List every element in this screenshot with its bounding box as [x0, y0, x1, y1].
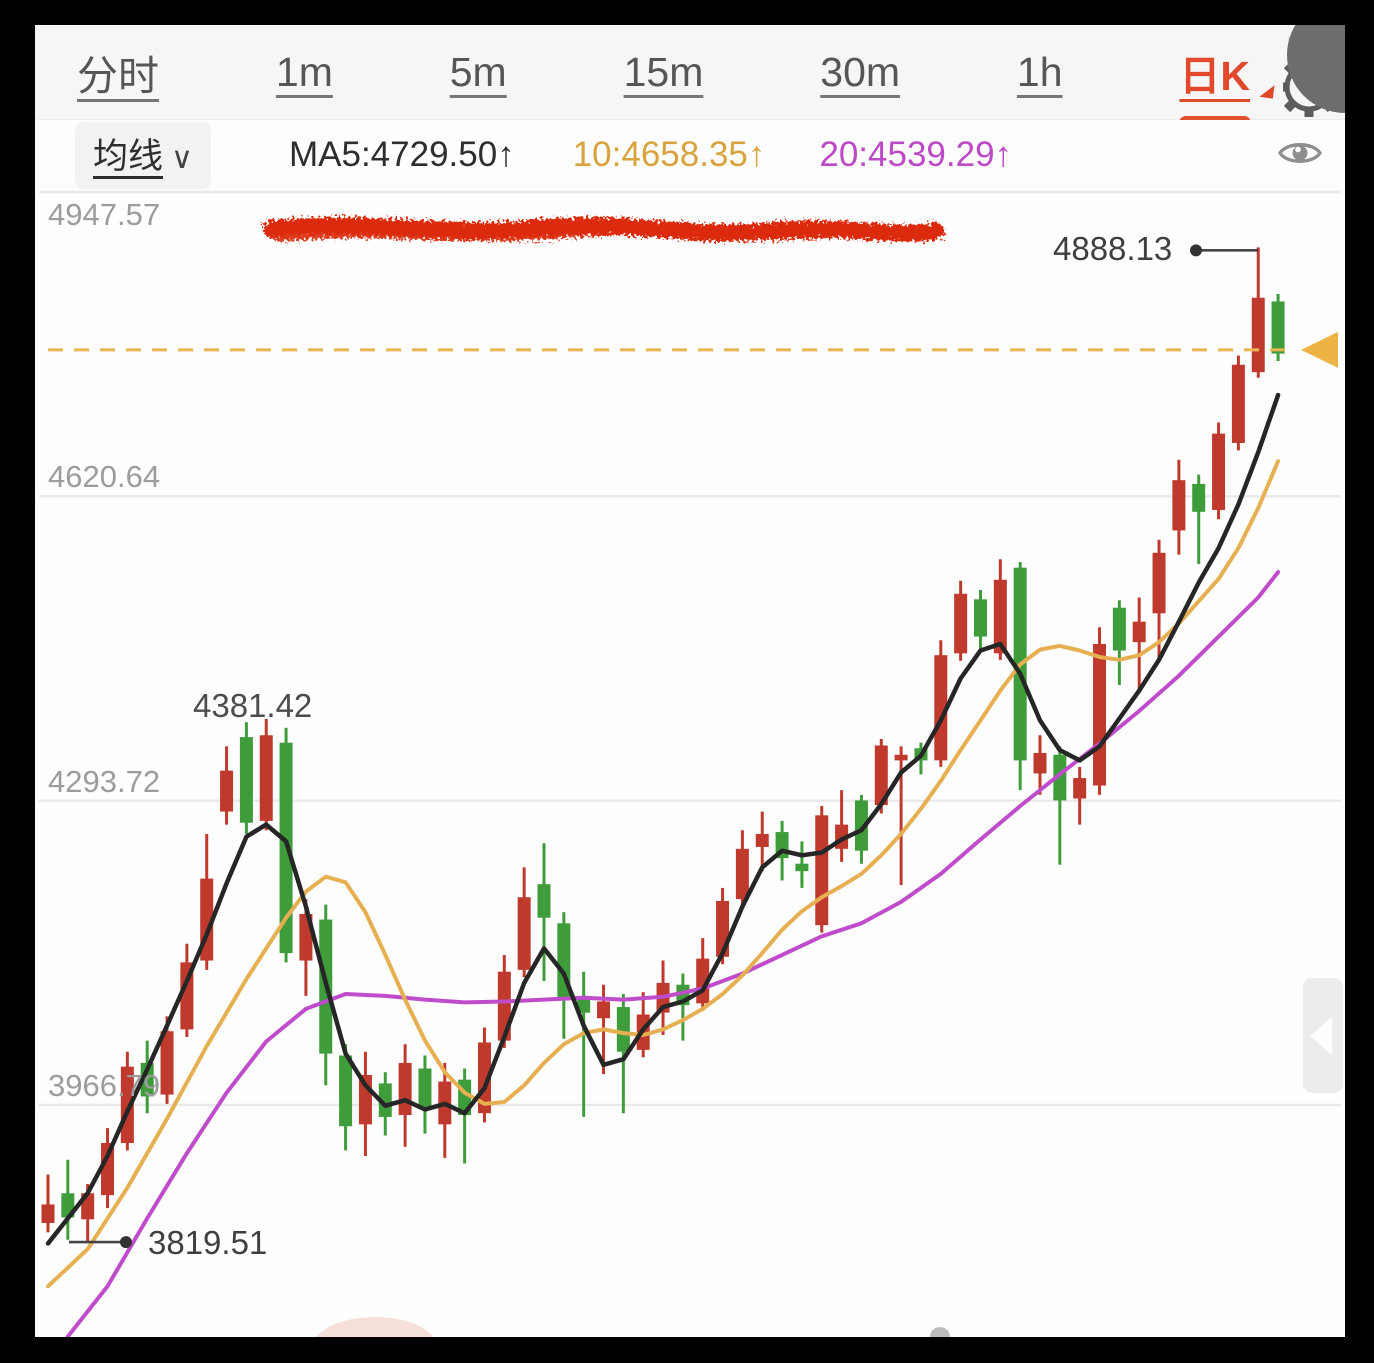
chevron-down-icon: ∨: [171, 141, 193, 175]
ma20-value: 20:4539.29↑: [819, 135, 1013, 174]
ma10-value: 10:4658.35↑: [572, 135, 766, 174]
dropdown-caret-icon: [1259, 83, 1275, 99]
ma-selector-label: 均线: [93, 136, 164, 176]
side-panel-expand-handle[interactable]: [1303, 978, 1343, 1093]
y-axis-label: 4620.64: [48, 459, 161, 494]
ma5-value: MA5:4729.50↑: [288, 135, 515, 174]
eye-icon: [1277, 142, 1323, 163]
ma-legend-bar: 均线 ∨ MA5:4729.50↑ 10:4658.35↑ 20:4539.29↑: [35, 120, 1345, 190]
tab-1m[interactable]: 1m: [275, 48, 333, 95]
tab-daily-k-label: 日K: [1179, 53, 1251, 99]
tab-5m[interactable]: 5m: [449, 48, 507, 95]
tab-15m[interactable]: 15m: [623, 48, 704, 95]
tab-fenshi[interactable]: 分时: [77, 53, 159, 99]
visibility-toggle-button[interactable]: [1277, 136, 1323, 175]
high-price-annotation: 4888.13: [1053, 230, 1173, 267]
timeframe-tabbar: 分时 1m 5m 15m 30m 1h 日K: [35, 25, 1345, 130]
gray-dot: [930, 1327, 950, 1337]
y-axis-label: 4293.72: [48, 764, 161, 799]
chevron-left-icon: [1310, 1017, 1332, 1055]
y-axis-label: 3966.79: [48, 1068, 161, 1103]
pink-blob: [316, 1317, 434, 1337]
tab-30m[interactable]: 30m: [820, 48, 901, 95]
candlestick-chart[interactable]: [35, 25, 1345, 1337]
y-axis-label: 4947.57: [48, 197, 161, 232]
peak-price-annotation: 4381.42: [193, 687, 313, 724]
low-price-annotation: 3819.51: [148, 1224, 268, 1261]
red-marker-scribble: [262, 216, 945, 242]
tab-daily-k[interactable]: 日K: [1178, 42, 1275, 130]
ma-selector-button[interactable]: 均线 ∨: [75, 121, 211, 189]
app-screen: 4947.57 4620.64 4293.72 3966.79 4888.13 …: [35, 25, 1345, 1337]
tab-1h[interactable]: 1h: [1016, 48, 1063, 95]
